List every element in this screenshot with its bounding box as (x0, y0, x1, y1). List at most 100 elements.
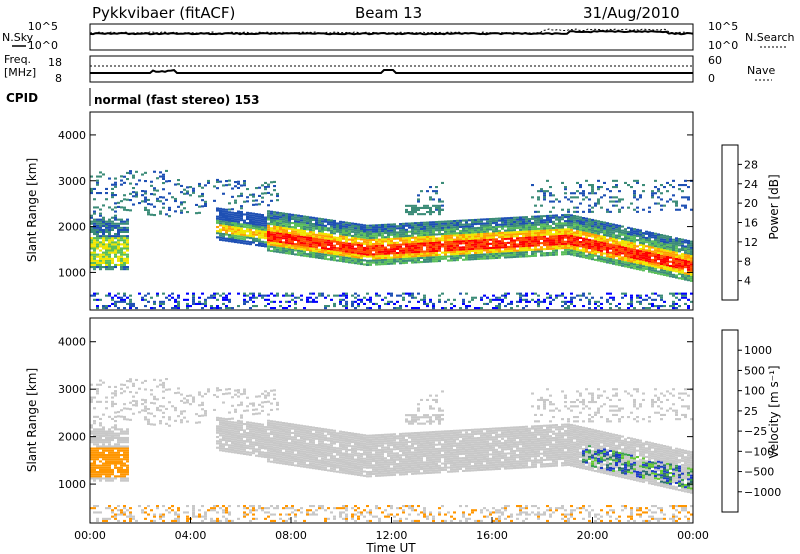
power-cell (291, 294, 294, 297)
power-cell (501, 227, 504, 230)
power-cell (327, 247, 330, 250)
power-cell (441, 257, 444, 260)
power-cell (630, 246, 633, 249)
power-cell (129, 172, 132, 175)
power-cell (402, 224, 405, 227)
velocity-cell (99, 456, 102, 459)
power-cell (441, 222, 444, 225)
power-cell (573, 239, 576, 242)
power-cell (636, 251, 639, 254)
power-cell (648, 247, 651, 250)
power-cell (450, 232, 453, 235)
power-cell (342, 229, 345, 232)
power-cell (567, 228, 570, 231)
power-cell (192, 187, 195, 190)
velocity-cell (201, 519, 204, 522)
power-cell (201, 205, 204, 208)
velocity-cell (96, 471, 99, 474)
power-cell (636, 300, 639, 303)
power-cell (690, 242, 693, 245)
power-cell (252, 193, 255, 196)
power-cell (435, 247, 438, 250)
power-cell (306, 253, 309, 256)
power-cell (318, 225, 321, 228)
power-cell (249, 228, 252, 231)
power-cell (408, 255, 411, 258)
power-cell (228, 219, 231, 222)
power-cell (384, 256, 387, 259)
velocity-cell (105, 517, 108, 520)
velocity-cell (108, 385, 111, 388)
velocity-cell (225, 519, 228, 522)
power-cell (441, 307, 444, 310)
power-cell (435, 254, 438, 257)
power-cell (369, 253, 372, 256)
power-cell (573, 237, 576, 240)
power-cell (618, 198, 621, 201)
power-cell (432, 235, 435, 238)
power-cell (429, 244, 432, 247)
power-cell (273, 244, 276, 247)
power-cell (252, 237, 255, 240)
power-cell (156, 177, 159, 180)
velocity-cell (105, 466, 108, 469)
power-cell (567, 300, 570, 303)
velocity-cell (129, 511, 132, 514)
power-cell (291, 252, 294, 255)
power-cell (489, 220, 492, 223)
power-cell (246, 228, 249, 231)
power-cell (342, 235, 345, 238)
power-cell (324, 255, 327, 258)
power-cell (534, 236, 537, 239)
power-cell (291, 232, 294, 235)
power-cell (192, 189, 195, 192)
power-cell (111, 245, 114, 248)
power-cell (480, 224, 483, 227)
power-cell (609, 239, 612, 242)
power-cell (612, 298, 615, 301)
power-cell (177, 300, 180, 303)
power-cell (363, 238, 366, 241)
velocity-cell (237, 391, 240, 394)
power-cell (552, 243, 555, 246)
power-cell (321, 240, 324, 243)
power-cell (549, 251, 552, 254)
power-cell (549, 302, 552, 305)
velocity-cell (99, 471, 102, 474)
velocity-cell (93, 443, 96, 446)
power-cell (666, 235, 669, 238)
power-cell (102, 230, 105, 233)
power-cell (219, 230, 222, 233)
power-cell (669, 240, 672, 243)
velocity-cell (114, 392, 117, 395)
power-cell (534, 234, 537, 237)
power-cell (99, 226, 102, 229)
power-cell (345, 225, 348, 228)
power-cell (243, 298, 246, 301)
power-cell (633, 236, 636, 239)
power-cell (345, 292, 348, 295)
power-cell (240, 207, 243, 210)
power-cell (378, 305, 381, 308)
power-cell (651, 192, 654, 195)
power-cell (567, 234, 570, 237)
power-cell (405, 230, 408, 233)
power-cell (216, 187, 219, 190)
velocity-cell (99, 430, 102, 433)
power-cell (483, 224, 486, 227)
power-cell (564, 302, 567, 305)
power-cell (438, 229, 441, 232)
velocity-cell (105, 430, 108, 433)
power-cell (648, 264, 651, 267)
power-cell (615, 261, 618, 264)
power-cell (672, 300, 675, 303)
power-cell (264, 230, 267, 233)
velocity-cell (195, 515, 198, 518)
power-cell (564, 249, 567, 252)
power-cell (243, 182, 246, 185)
power-cell (264, 222, 267, 225)
power-cell (633, 259, 636, 262)
power-cell (654, 257, 657, 260)
power-cell (486, 296, 489, 299)
velocity-cell (90, 451, 93, 454)
